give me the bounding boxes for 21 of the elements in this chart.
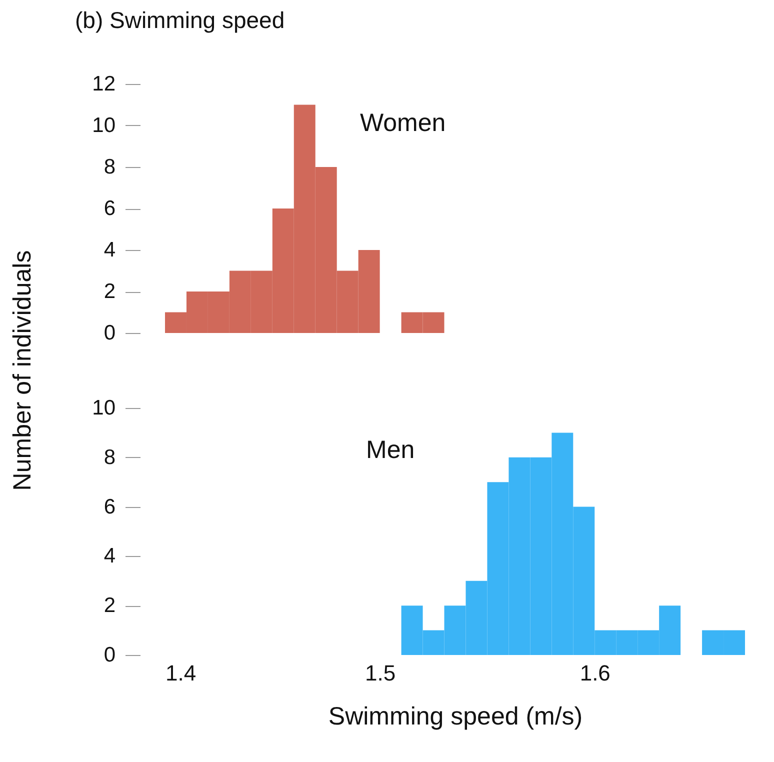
y-tick-label: 4 bbox=[104, 238, 116, 262]
y-tick-label: 2 bbox=[104, 280, 116, 303]
series-label: Women bbox=[360, 109, 446, 137]
y-tick-label: 8 bbox=[104, 156, 116, 178]
y-tick-label: 6 bbox=[104, 197, 116, 220]
y-axis-title: Number of individuals bbox=[8, 250, 36, 491]
y-tick-label: 12 bbox=[92, 72, 116, 96]
y-tick-label: 4 bbox=[104, 544, 116, 568]
y-tick-label: 6 bbox=[104, 495, 116, 518]
y-tick-label: 0 bbox=[104, 322, 116, 344]
x-tick-label: 1.4 bbox=[166, 660, 196, 686]
y-tick-label: 10 bbox=[92, 114, 116, 137]
x-tick-label: 1.5 bbox=[365, 660, 396, 686]
chart-title: (b) Swimming speed bbox=[75, 7, 285, 33]
x-axis-title: Swimming speed (m/s) bbox=[328, 702, 583, 730]
y-tick-label: 2 bbox=[104, 594, 116, 618]
y-tick-label: 0 bbox=[104, 644, 116, 666]
y-tick-label: 10 bbox=[92, 396, 116, 420]
y-tick-label: 8 bbox=[104, 446, 116, 469]
x-tick-label: 1.6 bbox=[580, 660, 610, 686]
text: Men bbox=[366, 436, 415, 464]
